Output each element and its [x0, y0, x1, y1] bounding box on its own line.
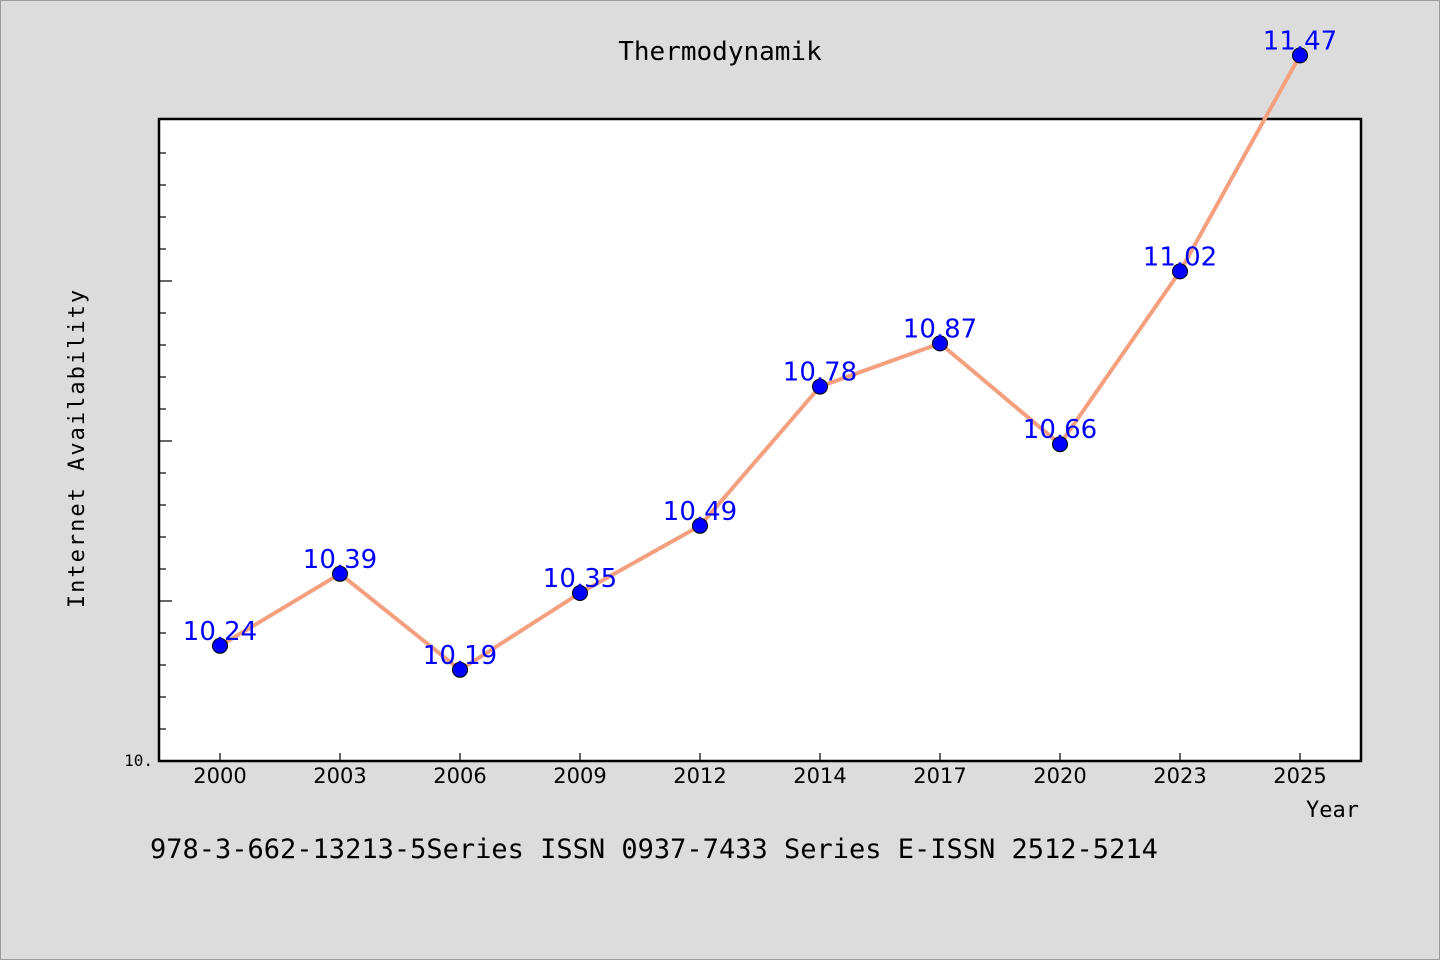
data-point	[332, 565, 348, 582]
series-line	[218, 53, 1302, 672]
data-label-layer: 10.24 10.39 10.19 10.35 10.49 10.78 10.87 10.66…	[183, 26, 1337, 670]
data-point	[812, 378, 828, 395]
data-point	[1172, 263, 1188, 280]
data-point	[692, 517, 708, 534]
data-label: 10.78	[783, 358, 857, 388]
x-tick-label: 2020	[1033, 764, 1086, 788]
data-point	[572, 585, 588, 601]
data-label: 10.35	[543, 564, 617, 594]
x-tick-label: 2012	[673, 764, 726, 788]
x-tick-label: 2025	[1273, 764, 1326, 788]
data-label: 10.19	[423, 641, 497, 671]
x-axis-ticks: 2000 2003 2006 2009 2012 2014 2017 2020 2023 2025	[193, 753, 1327, 788]
data-label: 11.02	[1143, 242, 1217, 272]
data-point	[1052, 436, 1068, 453]
x-tick-label: 2003	[313, 764, 366, 788]
marker-layer	[212, 47, 1308, 678]
y-axis-ticks: 10.	[124, 152, 172, 770]
x-tick-label: 2009	[553, 764, 606, 788]
data-label: 11.47	[1263, 26, 1337, 56]
x-tick-label: 2014	[793, 764, 846, 788]
data-point	[1292, 47, 1308, 64]
x-tick-label: 2006	[433, 764, 486, 788]
series-layer	[218, 53, 1302, 672]
data-point	[932, 335, 948, 352]
x-tick-label: 2023	[1153, 764, 1206, 788]
data-label: 10.49	[663, 497, 737, 527]
data-label: 10.66	[1023, 415, 1097, 445]
y-tick-label: 10.	[124, 751, 153, 770]
data-label: 10.87	[903, 314, 977, 344]
data-label: 10.24	[183, 617, 257, 647]
chart-title: Thermodynamik	[618, 37, 822, 67]
x-tick-label: 2000	[193, 764, 246, 788]
plot-area	[157, 117, 1363, 763]
footer-isbn-text: 978-3-662-13213-5Series ISSN 0937-7433 S…	[150, 834, 1158, 865]
y-axis-label: Internet Availability	[65, 288, 90, 608]
data-point	[452, 661, 468, 678]
x-axis-label: Year	[1306, 798, 1359, 823]
data-label: 10.39	[303, 545, 377, 575]
data-point	[212, 637, 228, 654]
x-tick-label: 2017	[913, 764, 966, 788]
